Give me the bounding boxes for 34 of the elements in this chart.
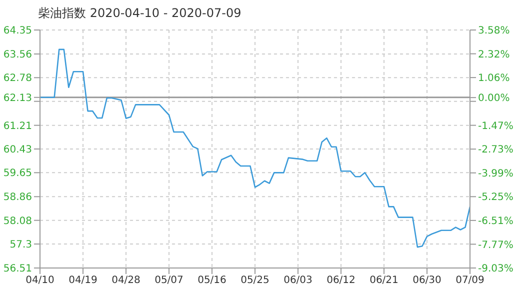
y-tick-label: 60.43 (3, 144, 32, 156)
x-tick-label: 05/07 (154, 275, 184, 286)
y-tick-label: 57.3 (10, 240, 32, 251)
y2-tick-label: -1.47% (478, 120, 514, 132)
y-tick-label: 58.08 (3, 216, 32, 227)
x-tick-label: 04/10 (26, 275, 54, 286)
x-tick-label: 06/12 (326, 275, 356, 286)
y-tick-label: 63.56 (3, 50, 32, 61)
y2-tick-label: 3.58% (478, 26, 510, 37)
x-tick-label: 07/09 (456, 275, 484, 286)
x-tick-label: 06/21 (370, 275, 398, 286)
y2-tick-label: 0.00% (478, 93, 510, 104)
y2-tick-label: -7.77% (478, 240, 514, 251)
y-tick-label: 64.35 (3, 26, 32, 37)
x-tick-label: 05/16 (198, 275, 226, 286)
y-tick-label: 59.65 (3, 168, 32, 180)
y2-tick-label: 2.32% (478, 49, 510, 60)
chart-title: 柴油指数 2020-04-10 - 2020-07-09 (38, 5, 242, 22)
x-tick-label: 04/28 (112, 275, 140, 286)
y-tick-label: 56.51 (3, 264, 32, 275)
y-tick-label: 62.13 (3, 92, 32, 104)
y-tick-label: 58.86 (3, 192, 32, 204)
y-tick-label: 62.78 (3, 73, 32, 84)
y2-tick-label: 1.06% (478, 73, 510, 84)
x-tick-label: 06/03 (284, 275, 312, 286)
x-tick-label: 04/19 (68, 275, 98, 286)
y2-tick-label: -6.51% (478, 216, 514, 227)
x-tick-label: 06/30 (412, 275, 442, 286)
y2-tick-label: -5.25% (478, 192, 514, 204)
x-tick-label: 05/25 (240, 275, 270, 286)
y2-tick-label: -2.73% (478, 144, 514, 156)
y-tick-label: 61.21 (3, 120, 32, 132)
y2-tick-label: -3.99% (478, 168, 514, 180)
y2-tick-label: -9.03% (478, 264, 514, 275)
